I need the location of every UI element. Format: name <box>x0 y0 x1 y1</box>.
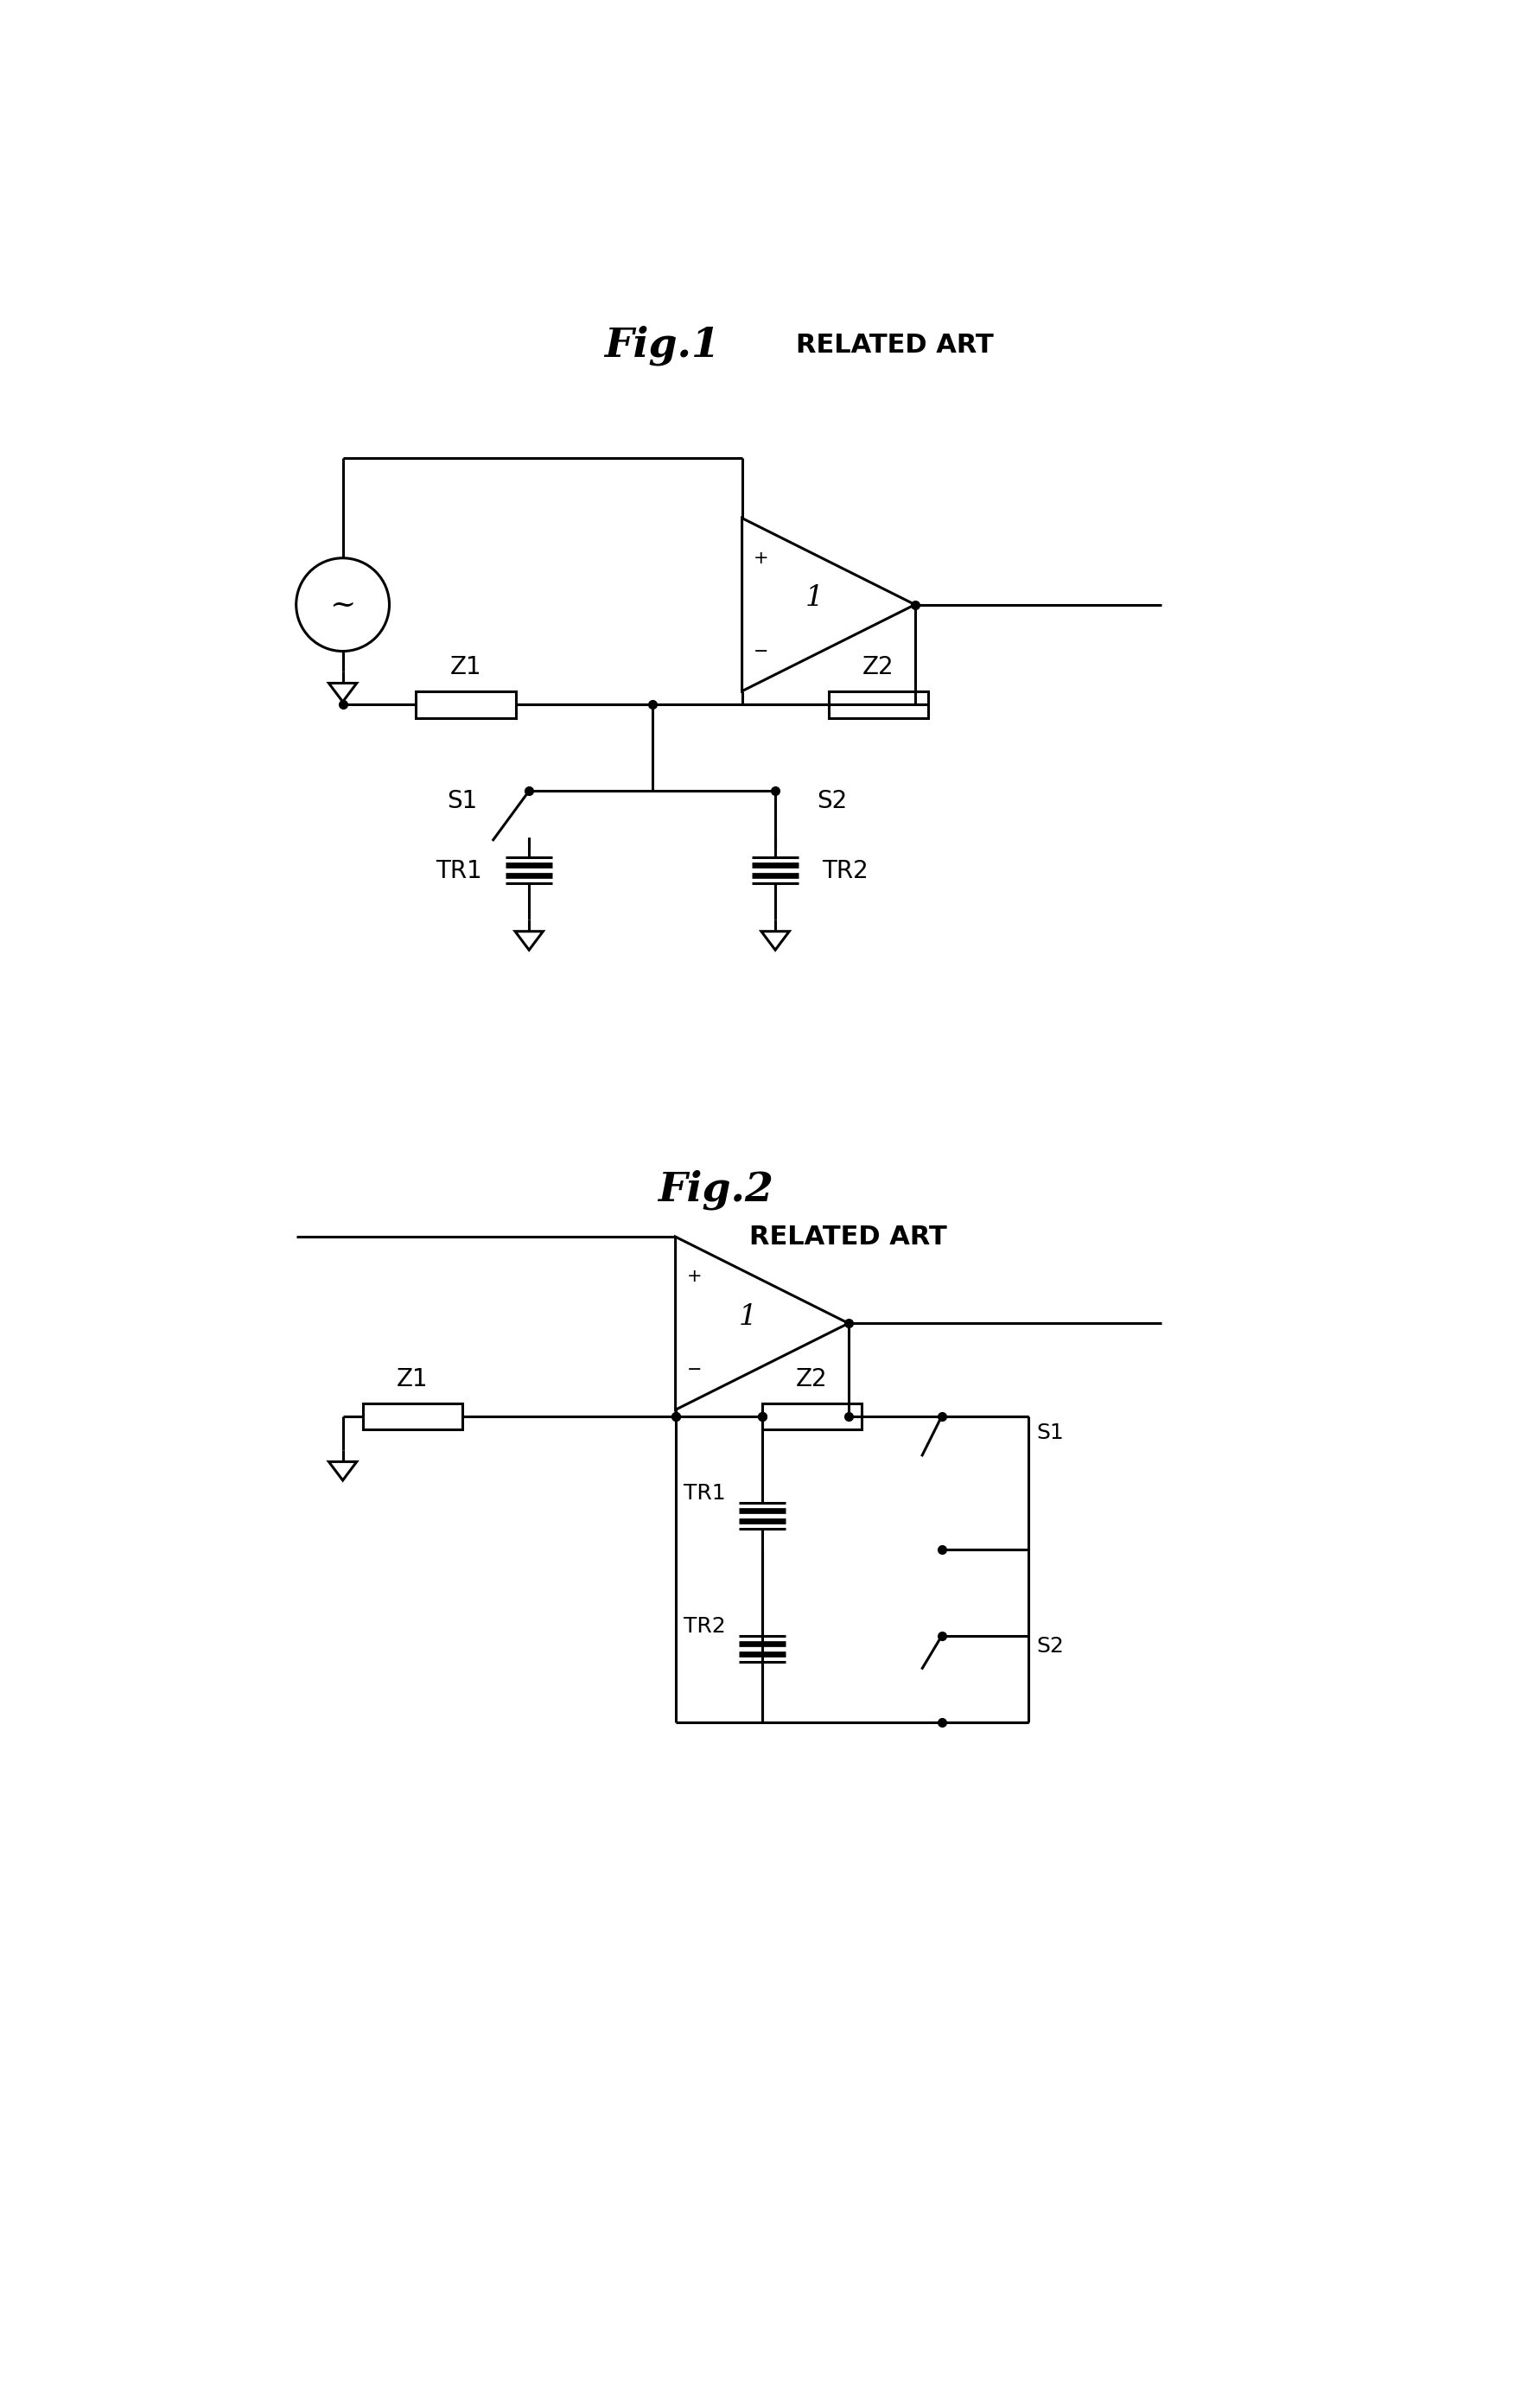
Text: S2: S2 <box>1036 1636 1064 1655</box>
Text: Fig.2: Fig.2 <box>658 1171 773 1209</box>
Text: +: + <box>687 1269 702 1286</box>
Text: RELATED ART: RELATED ART <box>796 333 993 357</box>
Bar <box>829 691 929 717</box>
Text: Z2: Z2 <box>796 1367 827 1391</box>
Text: S1: S1 <box>447 789 477 813</box>
Text: TR1: TR1 <box>684 1483 725 1504</box>
Bar <box>416 691 516 717</box>
Text: −: − <box>753 643 768 660</box>
Text: S1: S1 <box>1036 1423 1064 1444</box>
Text: TR2: TR2 <box>822 859 869 883</box>
Text: Z1: Z1 <box>450 655 482 679</box>
Text: +: + <box>753 549 768 566</box>
Bar <box>762 1403 862 1430</box>
Bar <box>363 1403 462 1430</box>
Text: TR1: TR1 <box>436 859 482 883</box>
Text: ~: ~ <box>330 590 356 619</box>
Text: S2: S2 <box>816 789 847 813</box>
Text: Fig.1: Fig.1 <box>604 324 721 365</box>
Text: Z2: Z2 <box>862 655 895 679</box>
Text: TR2: TR2 <box>684 1615 725 1636</box>
Text: 1: 1 <box>805 583 824 612</box>
Text: −: − <box>687 1360 702 1379</box>
Text: RELATED ART: RELATED ART <box>750 1223 947 1250</box>
Text: Z1: Z1 <box>397 1367 428 1391</box>
Text: 1: 1 <box>739 1303 758 1331</box>
